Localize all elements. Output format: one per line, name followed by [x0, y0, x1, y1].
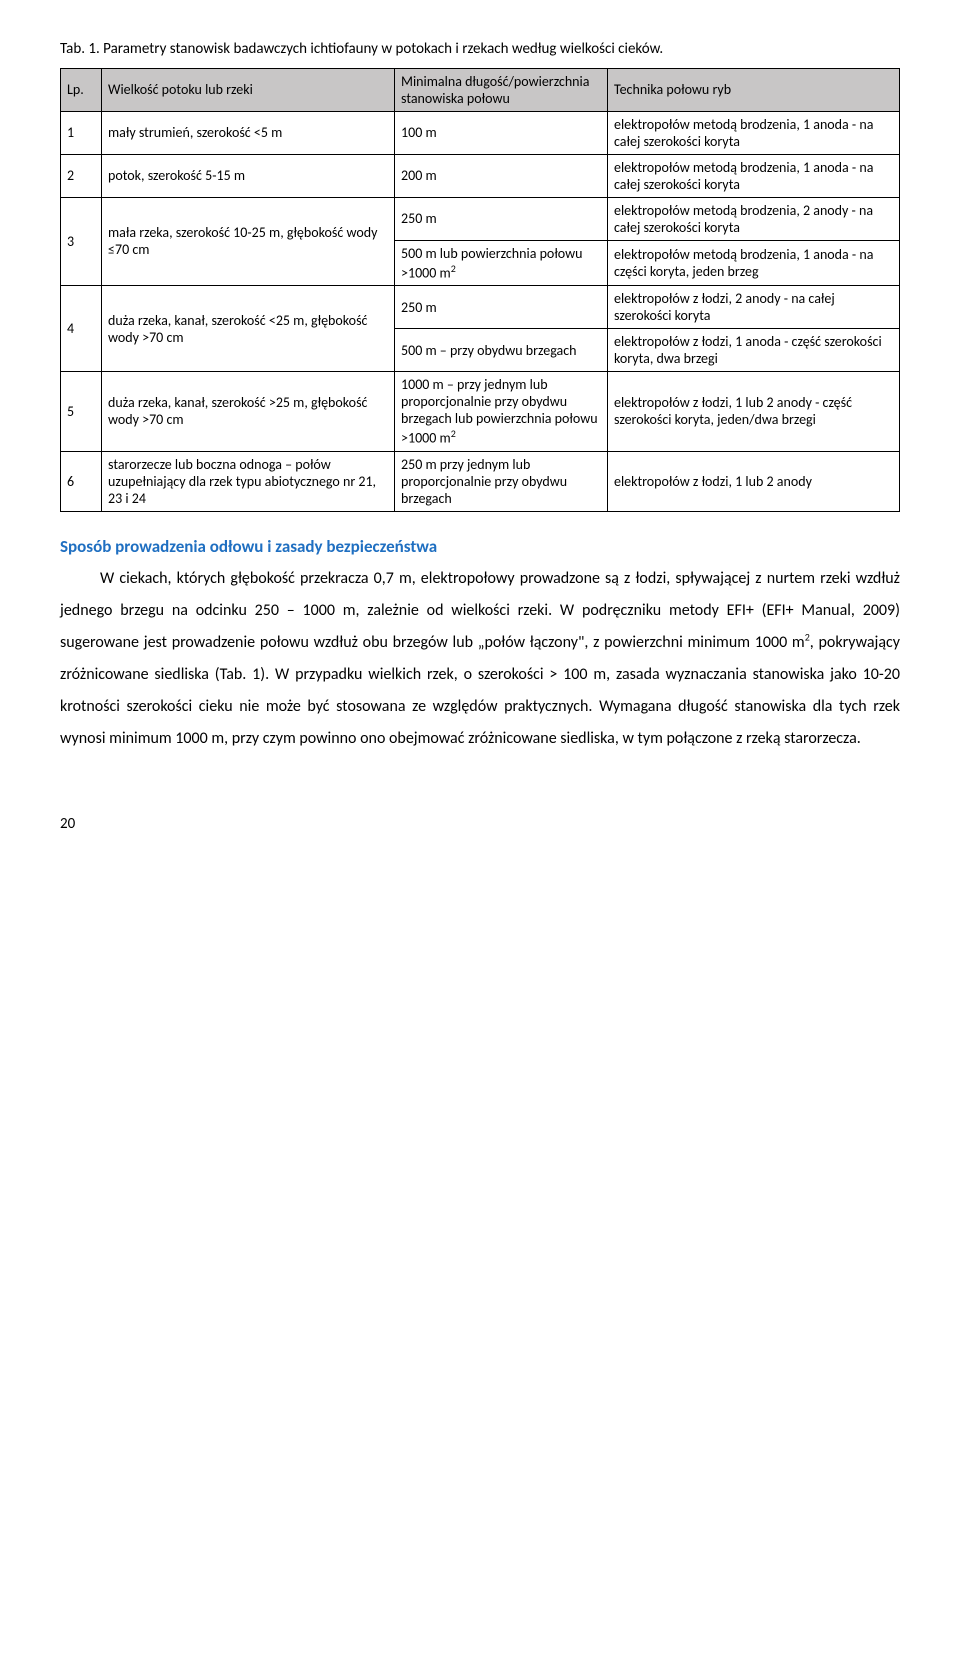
- table-caption: Tab. 1. Parametry stanowisk badawczych i…: [60, 40, 900, 60]
- cell-name: mała rzeka, szerokość 10-25 m, głębokość…: [102, 197, 395, 286]
- header-tech: Technika połowu ryb: [608, 68, 900, 111]
- cell-min: 500 m lub powierzchnia połowu >1000 m2: [395, 240, 608, 286]
- cell-min-text: 1000 m – przy jednym lub proporcjonalnie…: [401, 376, 598, 447]
- cell-name: starorzecze lub boczna odnoga – połów uz…: [102, 451, 395, 511]
- cell-min: 1000 m – przy jednym lub proporcjonalnie…: [395, 372, 608, 452]
- table-row: 6 starorzecze lub boczna odnoga – połów …: [61, 451, 900, 511]
- cell-tech: elektropołów metodą brodzenia, 1 anoda -…: [608, 240, 900, 286]
- cell-tech: elektropołów metodą brodzenia, 1 anoda -…: [608, 111, 900, 154]
- table-row: 5 duża rzeka, kanał, szerokość >25 m, gł…: [61, 372, 900, 452]
- table-row: 1 mały strumień, szerokość <5 m 100 m el…: [61, 111, 900, 154]
- parameters-table: Lp. Wielkość potoku lub rzeki Minimalna …: [60, 68, 900, 512]
- cell-name: duża rzeka, kanał, szerokość >25 m, głęb…: [102, 372, 395, 452]
- cell-min: 250 m: [395, 197, 608, 240]
- table-row: 4 duża rzeka, kanał, szerokość <25 m, gł…: [61, 286, 900, 329]
- section-title: Sposób prowadzenia odłowu i zasady bezpi…: [60, 536, 900, 557]
- cell-min: 250 m: [395, 286, 608, 329]
- cell-tech: elektropołów z łodzi, 1 lub 2 anody - cz…: [608, 372, 900, 452]
- header-name: Wielkość potoku lub rzeki: [102, 68, 395, 111]
- cell-lp: 2: [61, 154, 102, 197]
- cell-lp: 1: [61, 111, 102, 154]
- cell-tech: elektropołów z łodzi, 1 anoda - część sz…: [608, 329, 900, 372]
- header-lp: Lp.: [61, 68, 102, 111]
- cell-lp: 6: [61, 451, 102, 511]
- cell-min: 200 m: [395, 154, 608, 197]
- cell-min: 250 m przy jednym lub proporcjonalnie pr…: [395, 451, 608, 511]
- cell-min-sup: 2: [451, 262, 456, 275]
- cell-tech: elektropołów z łodzi, 1 lub 2 anody: [608, 451, 900, 511]
- cell-min-sup: 2: [451, 427, 456, 440]
- table-row: 3 mała rzeka, szerokość 10-25 m, głęboko…: [61, 197, 900, 240]
- page-number: 20: [60, 815, 900, 833]
- cell-name: potok, szerokość 5-15 m: [102, 154, 395, 197]
- table-row: 2 potok, szerokość 5-15 m 200 m elektrop…: [61, 154, 900, 197]
- cell-tech: elektropołów metodą brodzenia, 2 anody -…: [608, 197, 900, 240]
- cell-lp: 3: [61, 197, 102, 286]
- cell-min: 500 m – przy obydwu brzegach: [395, 329, 608, 372]
- cell-min-text: 500 m lub powierzchnia połowu >1000 m: [401, 245, 582, 282]
- cell-min: 100 m: [395, 111, 608, 154]
- cell-tech: elektropołów z łodzi, 2 anody - na całej…: [608, 286, 900, 329]
- header-min: Minimalna długość/powierzchnia stanowisk…: [395, 68, 608, 111]
- para-pre: W ciekach, których głębokość przekracza …: [60, 569, 900, 652]
- cell-name: duża rzeka, kanał, szerokość <25 m, głęb…: [102, 286, 395, 372]
- cell-lp: 5: [61, 372, 102, 452]
- body-paragraph: W ciekach, których głębokość przekracza …: [60, 563, 900, 755]
- table-header-row: Lp. Wielkość potoku lub rzeki Minimalna …: [61, 68, 900, 111]
- cell-lp: 4: [61, 286, 102, 372]
- cell-name: mały strumień, szerokość <5 m: [102, 111, 395, 154]
- cell-tech: elektropołów metodą brodzenia, 1 anoda -…: [608, 154, 900, 197]
